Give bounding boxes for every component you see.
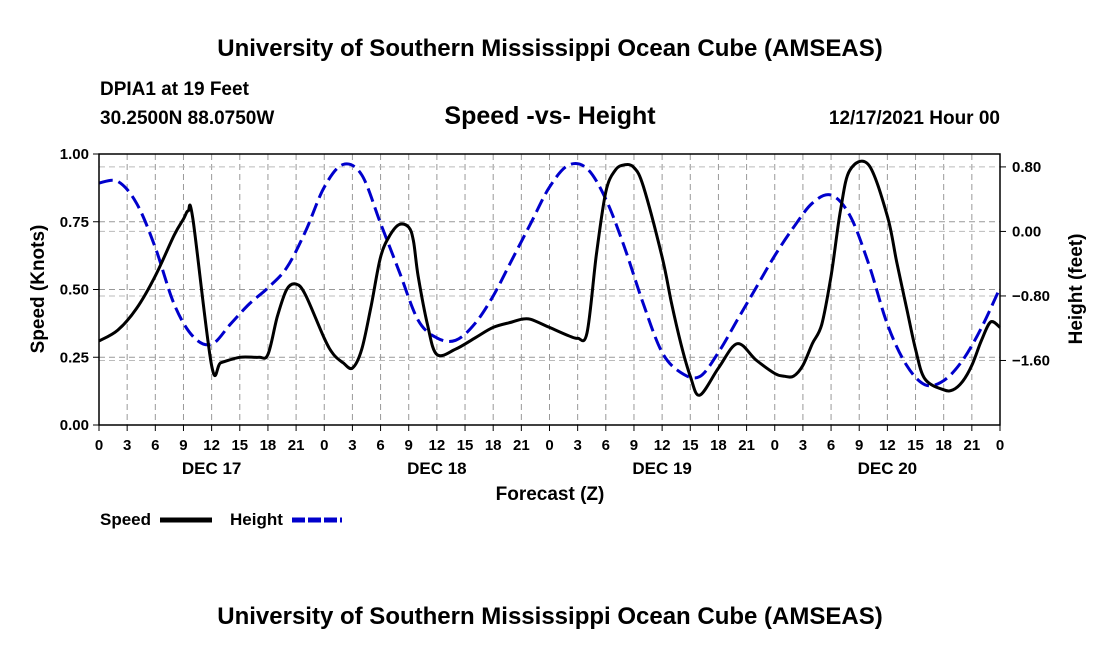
x-tick-label: 3 xyxy=(573,437,581,454)
x-tick-label: 0 xyxy=(771,437,779,454)
x-tick-label: 6 xyxy=(376,437,384,454)
data-series xyxy=(98,159,1002,397)
x-tick-label: 21 xyxy=(738,437,755,454)
y2-tick-label: −0.80 xyxy=(1012,288,1050,305)
series-line-speed xyxy=(98,159,1001,397)
x-tick-label: 18 xyxy=(935,437,952,454)
x-tick-label: 9 xyxy=(630,437,638,454)
x-tick-label: 3 xyxy=(799,437,807,454)
x-tick-label: 21 xyxy=(513,437,530,454)
y2-axis-title: Height (feet) xyxy=(1066,234,1087,345)
x-tick-label: 15 xyxy=(907,437,924,454)
x-tick-label: 15 xyxy=(231,437,248,454)
x-tick-label: 18 xyxy=(485,437,502,454)
x-tick-label: 12 xyxy=(654,437,671,454)
series-line-height xyxy=(98,161,1002,388)
x-tick-label: 15 xyxy=(457,437,474,454)
y2-tick-label: 0.00 xyxy=(1012,223,1041,240)
x-day-label: DEC 20 xyxy=(858,459,918,478)
legend-label-height: Height xyxy=(230,510,283,529)
x-day-label: DEC 19 xyxy=(632,459,692,478)
y2-tick-label: −1.60 xyxy=(1012,352,1050,369)
x-tick-label: 18 xyxy=(260,437,277,454)
footer-title: University of Southern Mississippi Ocean… xyxy=(217,603,882,630)
x-tick-label: 3 xyxy=(348,437,356,454)
y-tick-label: 1.00 xyxy=(60,146,89,163)
x-tick-label: 12 xyxy=(429,437,446,454)
y-tick-label: 0.25 xyxy=(60,349,89,366)
chart-main-title: University of Southern Mississippi Ocean… xyxy=(217,35,882,62)
x-tick-label: 15 xyxy=(682,437,699,454)
y-tick-label: 0.50 xyxy=(60,282,89,299)
x-tick-label: 6 xyxy=(602,437,610,454)
x-tick-label: 9 xyxy=(179,437,187,454)
x-axis-title: Forecast (Z) xyxy=(496,484,605,505)
x-tick-label: 0 xyxy=(320,437,328,454)
chart-subtitle: Speed -vs- Height xyxy=(444,102,656,130)
x-tick-label: 12 xyxy=(203,437,220,454)
legend-label-speed: Speed xyxy=(100,510,151,529)
x-tick-label: 0 xyxy=(996,437,1004,454)
x-tick-label: 9 xyxy=(405,437,413,454)
x-tick-label: 0 xyxy=(545,437,553,454)
y-tick-label: 0.75 xyxy=(60,214,89,231)
grid-lines xyxy=(99,154,1000,425)
x-tick-label: 21 xyxy=(964,437,981,454)
y-tick-label: 0.00 xyxy=(60,417,89,434)
x-tick-label: 12 xyxy=(879,437,896,454)
station-coordinates: 30.2500N 88.0750W xyxy=(100,108,274,129)
axes: 0 3 6 9 12 15 18 21 0 3 6 9 12 15 18 21 0 3 6 9 12 15 18 21 0 3 6 9… xyxy=(60,146,1050,478)
y2-tick-label: 0.80 xyxy=(1012,159,1041,176)
x-tick-label: 18 xyxy=(710,437,727,454)
forecast-date: 12/17/2021 Hour 00 xyxy=(829,108,1000,129)
legend: Speed Height xyxy=(100,510,342,529)
x-tick-label: 6 xyxy=(827,437,835,454)
x-tick-label: 3 xyxy=(123,437,131,454)
x-tick-label: 21 xyxy=(288,437,305,454)
x-day-label: DEC 18 xyxy=(407,459,467,478)
x-tick-label: 9 xyxy=(855,437,863,454)
station-label: DPIA1 at 19 Feet xyxy=(100,79,250,100)
x-tick-label: 0 xyxy=(95,437,103,454)
x-tick-label: 6 xyxy=(151,437,159,454)
x-day-label: DEC 17 xyxy=(182,459,242,478)
y-axis-title: Speed (Knots) xyxy=(28,225,49,354)
